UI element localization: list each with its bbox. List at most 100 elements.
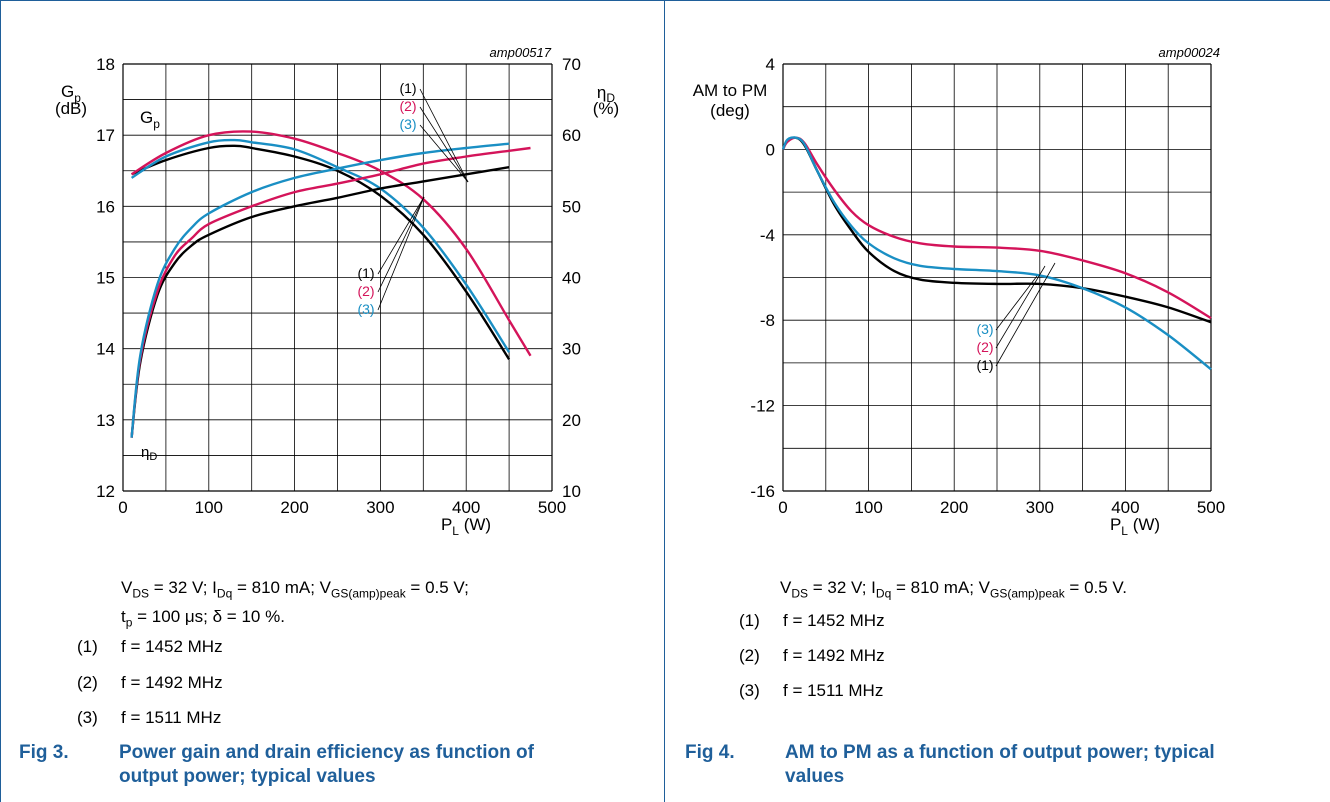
legend-text: f = 1452 MHz [121, 637, 223, 656]
chart-grid [782, 63, 1212, 492]
y2-tick-label: 40 [562, 269, 581, 288]
curve-number-label: (2) [357, 283, 374, 299]
y-tick-label: 18 [96, 55, 115, 74]
x-axis-label: PL (W) [1110, 515, 1160, 538]
chart-grid [122, 63, 553, 492]
y2-tick-label: 20 [562, 411, 581, 430]
legend-number: (3) [77, 708, 98, 727]
y-axis-right-label: ηD [597, 83, 615, 105]
y-axis-left-unit: (dB) [55, 99, 87, 118]
callout-line [995, 265, 1046, 349]
test-conditions-line1: VDS = 32 V; IDq = 810 mA; VGS(amp)peak =… [780, 578, 1127, 601]
curve-number-label: (3) [399, 116, 416, 132]
chart-annotations: (3) (2) (1) [976, 262, 1056, 373]
legend-item: (3) f = 1511 MHz [739, 681, 883, 701]
legend-number: (3) [739, 681, 760, 700]
x-axis-label: PL (W) [441, 515, 491, 538]
callout-line [995, 262, 1056, 367]
legend-number: (2) [739, 646, 760, 665]
y-tick-label: 17 [96, 126, 115, 145]
series-line-power-gain-3 [130, 138, 511, 353]
legend-text: f = 1452 MHz [783, 611, 885, 630]
y-axis-right-unit: (%) [593, 99, 619, 118]
x-tick-label: 400 [1111, 498, 1139, 517]
curve-number-label: (3) [976, 321, 993, 337]
curve-number-label: (2) [399, 98, 416, 114]
test-conditions-line2: tp = 100 μs; δ = 10 %. [121, 607, 285, 630]
chart-id-label: amp00024 [1159, 45, 1220, 60]
x-tick-label: 200 [940, 498, 968, 517]
test-conditions: VDS = 32 V; IDq = 810 mA; VGS(amp)peak =… [121, 576, 469, 635]
y-tick-label: 13 [96, 411, 115, 430]
x-tick-label: 300 [1026, 498, 1054, 517]
y-tick-label: 14 [96, 340, 115, 359]
legend-number: (1) [77, 637, 98, 656]
y2-tick-label: 70 [562, 55, 581, 74]
legend-item: (1) f = 1452 MHz [739, 611, 885, 631]
callout-line [377, 196, 425, 275]
y-axis-label: AM to PM [693, 81, 768, 100]
y-tick-label: 16 [96, 197, 115, 216]
callout-line [419, 124, 469, 183]
y-tick-label: 15 [96, 269, 115, 288]
test-conditions-line1: VDS = 32 V; IDq = 810 mA; VGS(amp)peak =… [121, 578, 469, 601]
figure-3-chart: 0 100 200 300 400 500 12 13 14 15 16 17 18 10 20 30 40 50… [55, 45, 619, 538]
figure-number: Fig 4. [685, 742, 735, 763]
series-line-drain-efficiency-1 [130, 166, 510, 438]
y2-tick-label: 10 [562, 482, 581, 501]
legend-text: f = 1511 MHz [121, 708, 222, 727]
legend-text: f = 1492 MHz [121, 673, 223, 692]
chart-id-label: amp00517 [490, 45, 552, 60]
chart-tick-labels: 0 100 200 300 400 500 12 13 14 15 16 17 18 10 20 30 40 50… [96, 55, 581, 517]
y-tick-label: -8 [760, 311, 775, 330]
y-tick-label: -12 [750, 397, 775, 416]
x-tick-label: 300 [366, 498, 394, 517]
x-tick-label: 500 [538, 498, 566, 517]
eta-curve-tag: ηD [141, 444, 157, 463]
legend-text: f = 1511 MHz [783, 681, 884, 700]
figure-title: AM to PM as a function of output power; … [785, 742, 1215, 787]
figure-title: Power gain and drain efficiency as funct… [119, 742, 534, 787]
callout-line [377, 196, 425, 293]
y-tick-label: 4 [766, 55, 775, 74]
x-tick-label: 200 [280, 498, 308, 517]
curve-number-label: (1) [399, 80, 416, 96]
callout-line [377, 196, 425, 311]
callout-line [419, 88, 469, 183]
series-line-am-pm-3 [781, 136, 1212, 371]
y-axis-left-label: Gp [61, 82, 81, 105]
y-tick-label: -4 [760, 226, 775, 245]
series-line-power-gain-2 [130, 130, 532, 357]
curve-number-label: (3) [357, 301, 374, 317]
legend-item: (1) f = 1452 MHz [77, 637, 223, 657]
y-tick-label: -16 [750, 482, 775, 501]
callout-line [419, 106, 469, 183]
legend-item: (2) f = 1492 MHz [739, 646, 885, 666]
y2-tick-label: 60 [562, 126, 581, 145]
x-tick-label: 0 [778, 498, 787, 517]
y2-tick-label: 30 [562, 340, 581, 359]
y-axis-unit: (deg) [710, 101, 750, 120]
series-line-drain-efficiency-2 [130, 146, 531, 438]
gp-curve-tag: Gp [140, 108, 160, 131]
x-tick-label: 100 [195, 498, 223, 517]
curve-number-label: (1) [357, 265, 374, 281]
callout-line [995, 275, 1038, 331]
y-tick-label: 0 [766, 140, 775, 159]
legend-number: (1) [739, 611, 760, 630]
x-tick-label: 500 [1197, 498, 1225, 517]
chart-annotations: (1) (2) (3) (1) (2) (3) [357, 80, 469, 317]
curve-number-label: (2) [976, 339, 993, 355]
chart-series [781, 136, 1212, 371]
chart-series [130, 130, 532, 438]
figure-3-panel: 0 100 200 300 400 500 12 13 14 15 16 17 18 10 20 30 40 50… [0, 0, 665, 802]
curve-number-label: (1) [976, 357, 993, 373]
series-line-power-gain-1 [131, 144, 511, 360]
x-tick-label: 100 [854, 498, 882, 517]
x-tick-label: 400 [452, 498, 480, 517]
y2-tick-label: 50 [562, 197, 581, 216]
legend-number: (2) [77, 673, 98, 692]
test-conditions: VDS = 32 V; IDq = 810 mA; VGS(amp)peak =… [780, 576, 1127, 605]
figure-number: Fig 3. [19, 742, 69, 763]
x-tick-label: 0 [118, 498, 127, 517]
